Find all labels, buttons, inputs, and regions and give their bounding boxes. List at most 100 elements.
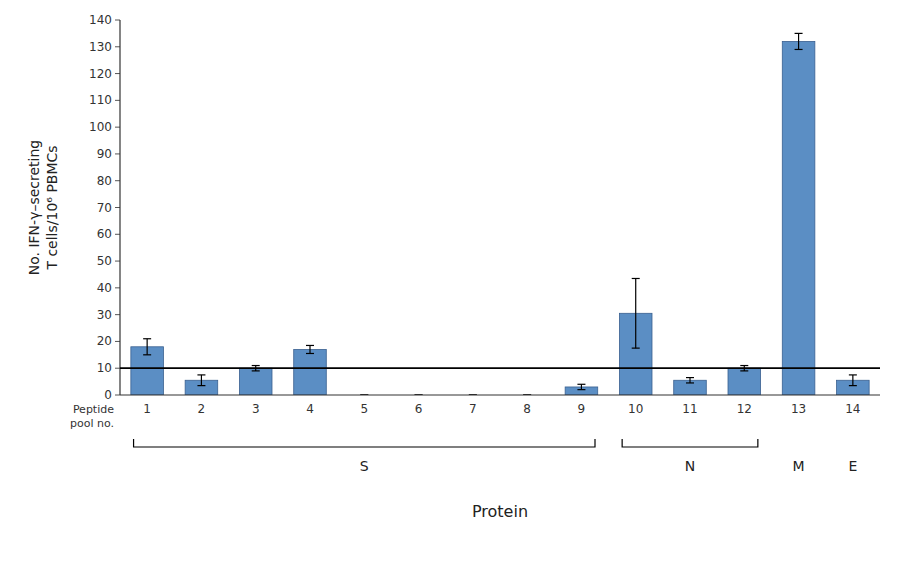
x-tick-title-line: Peptide: [73, 403, 114, 416]
y-tick-label: 50: [97, 254, 112, 268]
chart: 0102030405060708090100110120130140No. IF…: [0, 0, 900, 578]
error-bar: [795, 33, 803, 49]
error-cap: [577, 384, 585, 385]
error-bar: [849, 375, 857, 386]
error-cap: [306, 353, 314, 354]
x-tick-label: 2: [198, 402, 206, 416]
y-tick: [115, 395, 120, 396]
group-bracket: [134, 439, 595, 447]
y-tick: [115, 100, 120, 101]
x-tick-label: 8: [523, 402, 531, 416]
bar: [294, 349, 327, 395]
error-cap: [849, 374, 857, 375]
y-tick-label: 100: [89, 120, 112, 134]
x-tick-label: 14: [845, 402, 860, 416]
group-label: N: [685, 458, 695, 474]
error-cap: [577, 389, 585, 390]
x-tick-label: 9: [578, 402, 586, 416]
threshold-line: [120, 367, 880, 369]
error-line: [798, 33, 799, 49]
x-tick-title: Peptidepool no.: [70, 403, 114, 430]
x-axis-label: Protein: [472, 502, 528, 521]
x-tick-label: 7: [469, 402, 477, 416]
error-bar: [143, 339, 151, 355]
x-axis-line: [120, 394, 880, 395]
y-tick: [115, 207, 120, 208]
error-cap: [306, 345, 314, 346]
y-tick-label: 120: [89, 67, 112, 81]
y-tick-label: 70: [97, 201, 112, 215]
error-cap: [740, 370, 748, 371]
y-tick: [115, 73, 120, 74]
error-cap: [849, 385, 857, 386]
y-tick-label: 110: [89, 93, 112, 107]
y-tick: [115, 261, 120, 262]
y-tick: [115, 368, 120, 369]
x-tick-label: 4: [306, 402, 314, 416]
y-tick-label: 0: [104, 388, 112, 402]
error-cap: [795, 33, 803, 34]
group-bracket: [622, 439, 758, 447]
group-label: E: [848, 458, 857, 474]
error-cap: [143, 354, 151, 355]
y-tick: [115, 234, 120, 235]
error-cap: [197, 385, 205, 386]
x-tick-label: 11: [682, 402, 697, 416]
y-tick: [115, 153, 120, 154]
y-tick: [115, 46, 120, 47]
y-tick-label: 60: [97, 227, 112, 241]
y-tick: [115, 127, 120, 128]
error-line: [201, 375, 202, 386]
y-tick-label: 20: [97, 334, 112, 348]
error-cap: [632, 278, 640, 279]
x-tick-label: 6: [415, 402, 423, 416]
error-line: [852, 375, 853, 386]
y-tick: [115, 20, 120, 21]
y-tick-label: 10: [97, 361, 112, 375]
error-cap: [252, 370, 260, 371]
error-bar: [686, 378, 694, 383]
error-bar: [197, 375, 205, 386]
x-tick-label: 1: [143, 402, 151, 416]
bar: [239, 368, 272, 395]
y-axis-label: No. IFN-γ–secretingT cells/10⁶ PBMCs: [26, 140, 60, 276]
error-bar: [577, 384, 585, 389]
group-label: M: [793, 458, 805, 474]
y-tick-label: 130: [89, 40, 112, 54]
error-cap: [740, 365, 748, 366]
x-tick-label: 13: [791, 402, 806, 416]
bar: [782, 41, 815, 395]
bar: [728, 368, 761, 395]
error-line: [689, 378, 690, 383]
y-axis-label-line: No. IFN-γ–secreting: [26, 140, 42, 276]
y-tick-label: 40: [97, 281, 112, 295]
y-tick: [115, 341, 120, 342]
error-line: [147, 339, 148, 355]
y-tick-label: 90: [97, 147, 112, 161]
error-cap: [795, 49, 803, 50]
y-tick-label: 30: [97, 308, 112, 322]
error-cap: [632, 348, 640, 349]
error-cap: [197, 374, 205, 375]
y-tick: [115, 180, 120, 181]
x-tick-label: 5: [360, 402, 368, 416]
x-tick-label: 10: [628, 402, 643, 416]
error-cap: [252, 365, 260, 366]
error-line: [581, 384, 582, 389]
error-line: [309, 345, 310, 353]
group-label: S: [360, 458, 369, 474]
plot-area: [120, 33, 880, 395]
error-line: [635, 278, 636, 348]
error-bar: [632, 278, 640, 348]
error-cap: [686, 377, 694, 378]
y-tick: [115, 287, 120, 288]
error-bar: [306, 345, 314, 353]
y-tick: [115, 314, 120, 315]
x-tick-label: 3: [252, 402, 260, 416]
x-tick-label: 12: [737, 402, 752, 416]
y-tick-label: 140: [89, 13, 112, 27]
y-axis: 0102030405060708090100110120130140: [89, 13, 120, 402]
bar: [674, 380, 707, 395]
x-tick-title-line: pool no.: [70, 417, 114, 430]
error-cap: [143, 338, 151, 339]
